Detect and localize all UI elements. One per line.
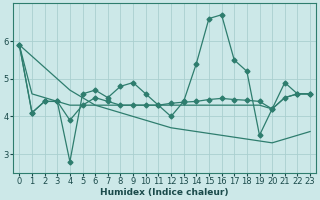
X-axis label: Humidex (Indice chaleur): Humidex (Indice chaleur) (100, 188, 229, 197)
